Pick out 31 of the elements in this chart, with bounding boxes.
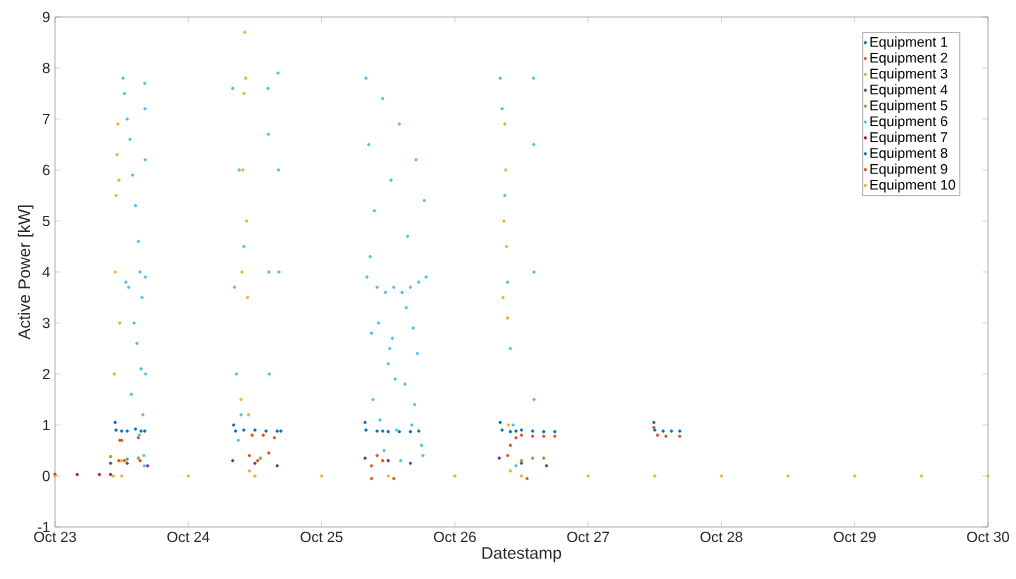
y-tick-label: 7 xyxy=(42,113,50,125)
y-tick-label: 6 xyxy=(42,164,50,176)
x-tick-label: Oct 27 xyxy=(567,531,610,543)
y-tick-label: 1 xyxy=(43,419,50,431)
legend-label: Equipment 5 xyxy=(870,100,948,114)
x-axis-title: Datestamp xyxy=(482,547,562,563)
y-axis-title: Active Power [kW] xyxy=(17,205,34,340)
x-tick-label: Oct 23 xyxy=(34,531,76,543)
legend-label: Equipment 10 xyxy=(870,179,956,193)
x-tick-label: Oct 28 xyxy=(700,531,743,543)
legend-label: Equipment 7 xyxy=(870,131,948,145)
y-tick-label: 9 xyxy=(42,11,50,23)
legend-label: Equipment 1 xyxy=(870,36,948,50)
legend-label: Equipment 3 xyxy=(870,68,948,82)
legend-label: Equipment 8 xyxy=(870,147,948,161)
x-tick-label: Oct 26 xyxy=(433,531,476,543)
y-tick-label: -1 xyxy=(37,521,50,533)
y-tick-label: 0 xyxy=(42,470,50,482)
x-tick-label: Oct 30 xyxy=(967,531,1010,543)
x-tick-label: Oct 25 xyxy=(300,531,343,543)
legend-label: Equipment 6 xyxy=(870,115,948,129)
y-tick-label: 3 xyxy=(42,317,50,329)
x-tick-label: Oct 29 xyxy=(833,531,876,543)
y-tick-label: 2 xyxy=(42,368,50,380)
y-tick-label: 8 xyxy=(42,62,50,74)
legend-label: Equipment 9 xyxy=(870,163,948,177)
y-tick-label: 4 xyxy=(42,266,50,278)
legend-label: Equipment 4 xyxy=(870,84,948,98)
legend-label: Equipment 2 xyxy=(870,52,948,66)
x-tick-label: Oct 24 xyxy=(167,531,210,543)
y-tick-label: 5 xyxy=(42,215,50,227)
